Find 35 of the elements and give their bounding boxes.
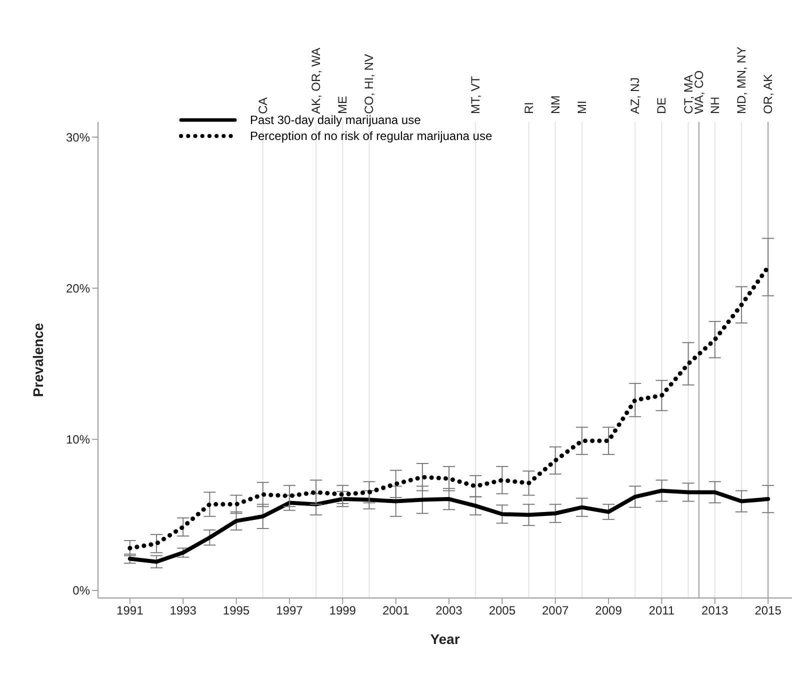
ref-line-label: NH	[708, 96, 722, 114]
ref-line-label: CO, HI, NV	[362, 54, 376, 114]
x-tick-label: 2007	[542, 604, 570, 618]
x-tick-label: 1997	[276, 604, 304, 618]
x-tick-label: 1991	[116, 604, 144, 618]
x-tick-label: 2005	[488, 604, 516, 618]
y-tick-label: 30%	[66, 130, 90, 144]
x-tick-label: 2013	[702, 604, 729, 618]
y-tick-label: 0%	[72, 584, 90, 598]
x-tick-label: 1993	[170, 604, 197, 618]
ref-line-label: NM	[548, 95, 562, 114]
ref-line-label: DE	[654, 97, 669, 114]
x-tick-label: 2009	[595, 604, 622, 618]
ref-line-label: MD, MN, NY	[734, 46, 748, 114]
x-tick-label: 2011	[648, 604, 675, 618]
legend-label: Perception of no risk of regular marijuana use	[250, 129, 492, 143]
ref-line-label: AZ, NJ	[628, 77, 642, 114]
y-tick-label: 20%	[66, 281, 90, 296]
legend-label: Past 30-day daily marijuana use	[250, 113, 421, 127]
x-axis-title: Year	[430, 631, 460, 647]
y-tick-label: 10%	[66, 432, 90, 447]
x-tick-label: 1995	[222, 604, 250, 618]
ref-line-label: MI	[574, 100, 589, 114]
x-tick-label: 2003	[436, 604, 463, 618]
ref-line-label: AK, OR, WA	[309, 48, 324, 114]
x-tick-label: 2015	[754, 604, 782, 618]
ref-line-label: CT, MA	[681, 74, 696, 114]
ref-line-label: OR, AK	[761, 74, 776, 114]
ref-line-label: MT, VT	[468, 75, 483, 114]
ref-line-label: CA	[256, 97, 270, 114]
x-tick-label: 1999	[329, 604, 356, 618]
y-axis-title: Prevalence	[30, 322, 46, 397]
ref-line-label: RI	[522, 102, 536, 114]
ref-line-label: ME	[336, 96, 350, 114]
x-tick-label: 2001	[382, 604, 410, 618]
